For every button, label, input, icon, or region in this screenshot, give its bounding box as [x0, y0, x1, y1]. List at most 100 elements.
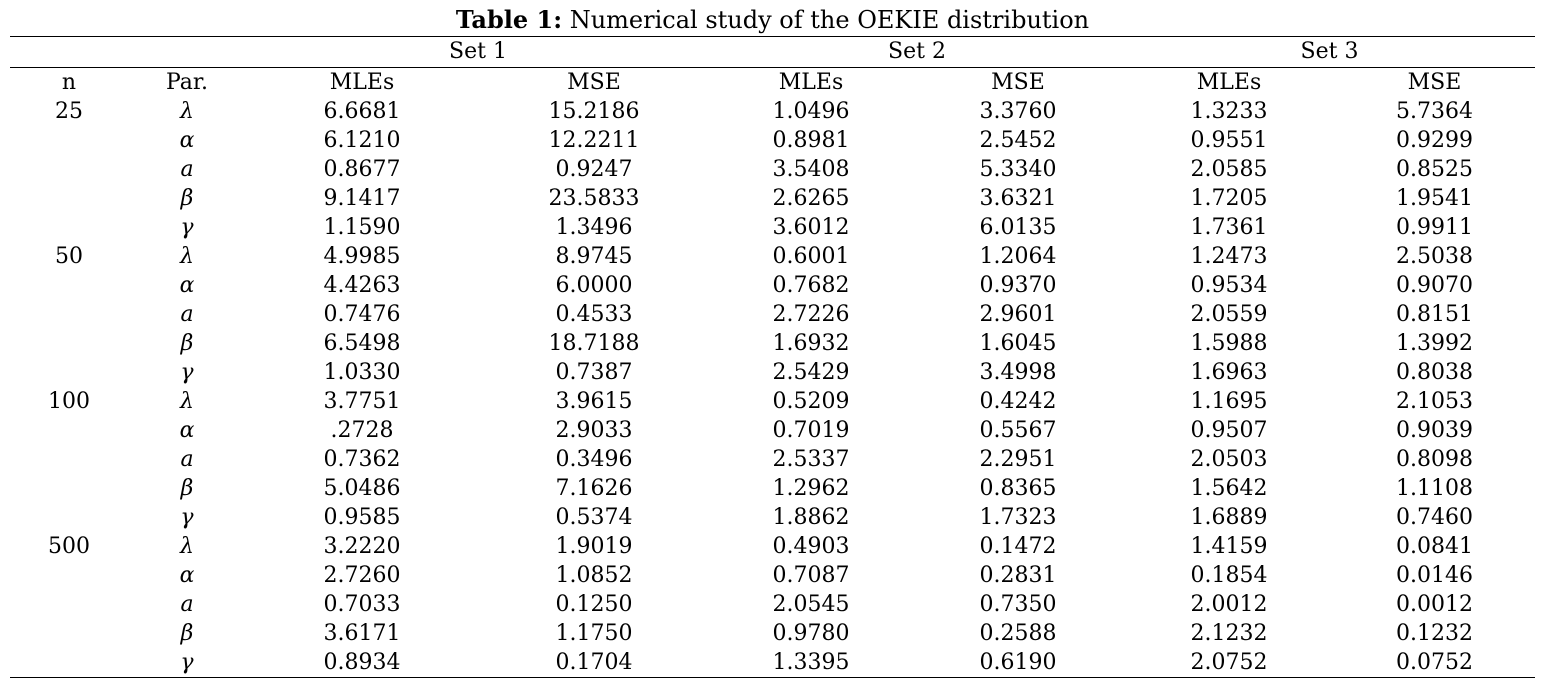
- table-row: γ 0.8934 0.1704 1.3395 0.6190 2.0752 0.0752: [10, 648, 1535, 678]
- table-row: α .2728 2.9033 0.7019 0.5567 0.9507 0.9039: [10, 416, 1535, 445]
- table-row: α 6.1210 12.2211 0.8981 2.5452 0.9551 0.9299: [10, 126, 1535, 155]
- value-cell: 1.0496: [772, 99, 850, 124]
- parameter-cell: β: [180, 476, 194, 501]
- parameter-cell: λ: [180, 99, 194, 124]
- value-cell: 2.7260: [323, 563, 401, 588]
- value-cell: 0.9070: [1396, 273, 1473, 298]
- value-cell: 0.9534: [1190, 273, 1268, 298]
- value-cell: 2.5337: [772, 447, 850, 472]
- value-cell: 1.4159: [1190, 534, 1268, 559]
- value-cell: 1.3992: [1396, 331, 1473, 356]
- value-cell: 2.9033: [555, 418, 633, 443]
- value-cell: 2.5452: [979, 128, 1057, 153]
- parameter-cell: α: [179, 563, 195, 588]
- value-cell: 0.7019: [772, 418, 850, 443]
- value-cell: 0.9507: [1190, 418, 1268, 443]
- column-header: Par.: [128, 67, 246, 97]
- value-cell: 3.2220: [323, 534, 401, 559]
- parameter-cell: a: [180, 302, 194, 327]
- value-cell: 0.4903: [772, 534, 850, 559]
- table-caption-label: Table 1:: [455, 5, 563, 34]
- column-header: n: [10, 67, 128, 97]
- table-row: β 6.5498 18.7188 1.6932 1.6045 1.5988 1.3992: [10, 329, 1535, 358]
- table-caption: Table 1: Numerical study of the OEKIE di…: [10, 0, 1535, 36]
- value-cell: 1.1590: [323, 215, 401, 240]
- table-row: γ 1.0330 0.7387 2.5429 3.4998 1.6963 0.8038: [10, 358, 1535, 387]
- value-cell: 2.5038: [1396, 244, 1473, 269]
- value-cell: 0.1232: [1396, 621, 1473, 646]
- value-cell: 1.1750: [555, 621, 633, 646]
- sample-size-cell: [10, 561, 128, 590]
- value-cell: 7.1626: [555, 476, 633, 501]
- parameter-cell: β: [180, 186, 194, 211]
- parameter-cell: λ: [180, 244, 194, 269]
- value-cell: 0.1854: [1190, 563, 1268, 588]
- value-cell: 1.8862: [772, 505, 850, 530]
- value-cell: 0.9911: [1396, 215, 1473, 240]
- table-row: β 3.6171 1.1750 0.9780 0.2588 2.1232 0.1232: [10, 619, 1535, 648]
- value-cell: 0.7362: [323, 447, 401, 472]
- value-cell: 1.7205: [1190, 186, 1268, 211]
- table-row: a 0.8677 0.9247 3.5408 5.3340 2.0585 0.8525: [10, 155, 1535, 184]
- sample-size-cell: 25: [55, 99, 83, 124]
- value-cell: 2.5429: [772, 360, 850, 385]
- value-cell: 0.9247: [555, 157, 633, 182]
- value-cell: 23.5833: [548, 186, 640, 211]
- value-cell: 1.6932: [772, 331, 850, 356]
- set-header-spacer: [128, 37, 246, 68]
- value-cell: 0.8365: [979, 476, 1057, 501]
- value-cell: 6.0135: [979, 215, 1057, 240]
- sample-size-cell: 50: [55, 244, 83, 269]
- value-cell: 1.2064: [979, 244, 1057, 269]
- value-cell: 3.3760: [979, 99, 1057, 124]
- value-cell: 1.5988: [1190, 331, 1268, 356]
- table-row: β 9.1417 23.5833 2.6265 3.6321 1.7205 1.9541: [10, 184, 1535, 213]
- value-cell: 0.5209: [772, 389, 850, 414]
- set-header: Set 1: [449, 39, 507, 64]
- value-cell: 0.8098: [1396, 447, 1473, 472]
- table-row: β 5.0486 7.1626 1.2962 0.8365 1.5642 1.1108: [10, 474, 1535, 503]
- value-cell: 0.8151: [1396, 302, 1473, 327]
- sample-size-cell: [10, 416, 128, 445]
- parameter-cell: β: [180, 621, 194, 646]
- value-cell: 0.9585: [323, 505, 401, 530]
- column-header: MLEs: [1124, 67, 1334, 97]
- value-cell: 6.0000: [555, 273, 633, 298]
- sample-size-cell: [10, 329, 128, 358]
- value-cell: 5.7364: [1396, 99, 1473, 124]
- value-cell: 18.7188: [548, 331, 640, 356]
- value-cell: 3.6012: [772, 215, 850, 240]
- value-cell: 1.6963: [1190, 360, 1268, 385]
- value-cell: 1.0852: [555, 563, 633, 588]
- table-row: 25 λ 6.6681 15.2186 1.0496 3.3760 1.3233 5.7364: [10, 97, 1535, 126]
- value-cell: 12.2211: [548, 128, 640, 153]
- value-cell: 0.0012: [1396, 592, 1473, 617]
- value-cell: 0.1250: [555, 592, 633, 617]
- parameter-cell: α: [179, 128, 195, 153]
- value-cell: 3.9615: [555, 389, 633, 414]
- value-cell: 0.9370: [979, 273, 1057, 298]
- value-cell: 0.7033: [323, 592, 401, 617]
- value-cell: 0.6190: [912, 648, 1124, 678]
- value-cell: 0.2588: [979, 621, 1057, 646]
- sample-size-cell: [10, 474, 128, 503]
- sample-size-cell: [10, 271, 128, 300]
- value-cell: 0.8038: [1396, 360, 1473, 385]
- sample-size-cell: [10, 358, 128, 387]
- value-cell: 2.7226: [772, 302, 850, 327]
- value-cell: 1.1695: [1190, 389, 1268, 414]
- value-cell: 0.5374: [555, 505, 633, 530]
- value-cell: 0.8677: [323, 157, 401, 182]
- value-cell: 0.1472: [979, 534, 1057, 559]
- value-cell: 1.7361: [1190, 215, 1268, 240]
- top-rule: [10, 36, 1535, 37]
- value-cell: 0.5567: [979, 418, 1057, 443]
- value-cell: 0.4242: [979, 389, 1057, 414]
- value-cell: 2.0503: [1190, 447, 1268, 472]
- parameter-cell: β: [180, 331, 194, 356]
- table-row: α 2.7260 1.0852 0.7087 0.2831 0.1854 0.0146: [10, 561, 1535, 590]
- column-header: MLEs: [246, 67, 478, 97]
- value-cell: .2728: [330, 418, 394, 443]
- value-cell: 4.4263: [323, 273, 401, 298]
- parameter-cell: γ: [180, 505, 194, 530]
